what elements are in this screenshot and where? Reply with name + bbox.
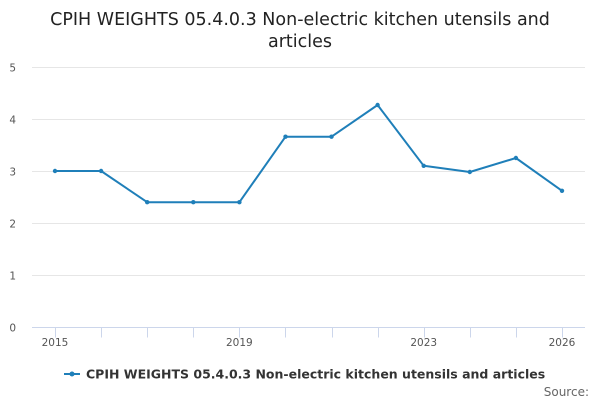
- y-tick-label: 4: [9, 115, 16, 127]
- y-tick-label: 5: [9, 63, 16, 75]
- data-point[interactable]: [98, 168, 104, 174]
- data-point[interactable]: [559, 188, 565, 193]
- data-point[interactable]: [329, 134, 334, 139]
- data-point[interactable]: [513, 155, 519, 161]
- data-point[interactable]: [421, 163, 426, 168]
- data-point[interactable]: [52, 168, 58, 174]
- legend-label: CPIH WEIGHTS 05.4.0.3 Non-electric kitch…: [86, 367, 545, 382]
- y-axis-labels: 0 1 2 3 4 5: [9, 63, 16, 335]
- series-group: [52, 102, 565, 205]
- x-axis: 2015 2019 2023 2026: [32, 327, 585, 349]
- y-gridlines: [32, 67, 585, 276]
- x-tick-label: 2019: [226, 337, 253, 349]
- credits-source[interactable]: Source:: [544, 385, 589, 399]
- data-point[interactable]: [467, 169, 472, 175]
- x-tick-label: 2015: [42, 337, 69, 349]
- y-tick-label: 0: [9, 323, 16, 335]
- y-tick-label: 1: [9, 271, 16, 283]
- chart-title-line-1: CPIH WEIGHTS 05.4.0.3 Non-electric kitch…: [50, 10, 550, 30]
- data-point[interactable]: [283, 134, 288, 139]
- legend-marker: [69, 371, 75, 377]
- chart-title-line-2: articles: [268, 32, 332, 52]
- data-point[interactable]: [145, 200, 150, 205]
- legend[interactable]: CPIH WEIGHTS 05.4.0.3 Non-electric kitch…: [64, 367, 545, 382]
- x-tick-label: 2023: [410, 337, 437, 349]
- y-tick-label: 3: [9, 167, 16, 179]
- chart-title: CPIH WEIGHTS 05.4.0.3 Non-electric kitch…: [50, 10, 550, 52]
- data-point[interactable]: [191, 200, 196, 205]
- y-tick-label: 2: [9, 219, 16, 231]
- x-tick-label: 2026: [549, 337, 576, 349]
- data-point[interactable]: [375, 102, 380, 108]
- data-point[interactable]: [237, 200, 242, 205]
- series-line: [54, 104, 563, 204]
